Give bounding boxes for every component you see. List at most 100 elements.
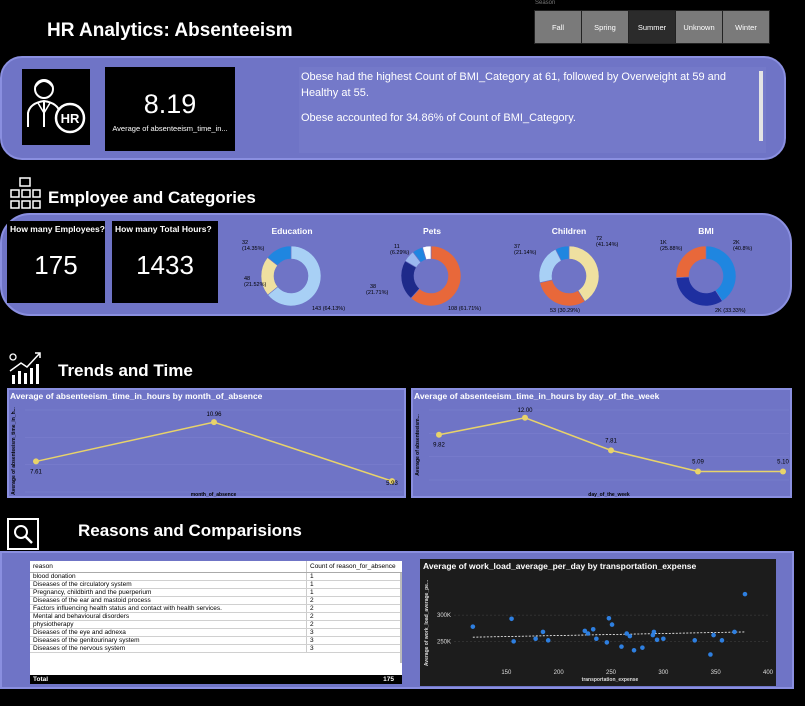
table-row[interactable]: Diseases of the circulatory system 1 (30, 581, 402, 589)
data-point-1[interactable] (522, 414, 528, 421)
data-label-1: 12.00 (517, 408, 533, 414)
scatter-point-14[interactable] (624, 631, 629, 636)
reason-table: reason Count of reason_for_absence blood… (30, 561, 402, 684)
scatter-point-25[interactable] (719, 638, 725, 643)
season-button-winter[interactable]: Winter (722, 10, 770, 44)
scatter-point-26[interactable] (732, 629, 737, 635)
trend-day-panel (411, 388, 792, 498)
trend-month-panel (7, 388, 406, 498)
table-row[interactable]: Factors influencing health status and co… (30, 605, 402, 613)
pets-label-0: 108 (61.71%) (448, 306, 481, 312)
children-slice-1[interactable] (539, 279, 586, 307)
scatter-point-24[interactable] (711, 632, 716, 638)
table-row[interactable]: physiotherapy 2 (30, 621, 402, 629)
reason-cell: Factors influencing health status and co… (33, 605, 222, 612)
smart-narrative: Obese had the highest Count of BMI_Categ… (299, 67, 766, 153)
hours-label: How many Total Hours? (115, 224, 212, 234)
bmi-slice-1[interactable] (675, 276, 723, 307)
scatter-point-11[interactable] (606, 615, 612, 621)
y-tick-label: 300K (437, 613, 451, 619)
column-header-reason[interactable]: reason (33, 563, 53, 570)
data-point-1[interactable] (211, 419, 217, 426)
education-label-0: 143 (64.13%) (312, 306, 345, 312)
scatter-point-20[interactable] (654, 637, 660, 643)
month-line-chart: 7.61 10.96 5.93 month_of_absence Average of … (11, 407, 402, 498)
table-row[interactable]: Diseases of the eye and adnexa 3 (30, 629, 402, 637)
pets-label-1: 38 (21.71%) (366, 284, 388, 296)
season-button-fall[interactable]: Fall (534, 10, 582, 44)
scatter-point-22[interactable] (692, 638, 698, 643)
reason-cell: Diseases of the genitourinary system (33, 637, 140, 644)
education-slice-2[interactable] (267, 245, 292, 266)
scatter-point-19[interactable] (651, 629, 657, 635)
reason-cell: Diseases of the eye and adnexa (33, 629, 126, 636)
scatter-point-23[interactable] (708, 652, 713, 657)
scatter-point-8[interactable] (590, 627, 596, 632)
season-button-spring[interactable]: Spring (581, 10, 629, 44)
column-header-count[interactable]: Count of reason_for_absence (306, 561, 398, 572)
table-row[interactable]: blood donation 1 (30, 573, 402, 581)
count-cell: 3 (306, 629, 398, 636)
scatter-point-10[interactable] (604, 640, 610, 645)
scatter-point-2[interactable] (511, 639, 516, 644)
scatter-point-21[interactable] (661, 636, 666, 642)
data-label-2: 5.93 (386, 481, 398, 487)
education-slice-0[interactable] (267, 245, 322, 307)
scatter-point-4[interactable] (540, 629, 546, 635)
category-donut-charts: 143 (64.13%) 48 (21.52%) 32 (14.35%) 108 (61.… (242, 236, 752, 314)
scatter-chart-card: Average of work_load_average_per_day by … (420, 559, 776, 686)
data-point-4[interactable] (780, 468, 786, 475)
data-label-4: 5.10 (777, 459, 789, 465)
data-point-2[interactable] (389, 478, 395, 485)
reason-cell: physiotherapy (33, 621, 74, 628)
scatter-point-3[interactable] (533, 636, 538, 642)
bmi-label-2: 1K (25.88%) (660, 240, 682, 252)
table-scrollbar[interactable] (400, 573, 402, 663)
scatter-point-7[interactable] (585, 631, 591, 636)
scatter-point-9[interactable] (594, 636, 599, 642)
table-row[interactable]: Pregnancy, childbirth and the puerperium… (30, 589, 402, 597)
insight-text-1: Obese had the highest Count of BMI_Categ… (301, 71, 726, 99)
count-cell: 2 (306, 597, 398, 604)
season-filter: Fall Spring Summer Unknown Winter (534, 10, 770, 44)
season-filter-label: Season (535, 0, 556, 6)
scatter-point-27[interactable] (742, 591, 748, 597)
data-label-2: 7.81 (605, 438, 617, 444)
table-row[interactable]: Diseases of the ear and mastoid process 2 (30, 597, 402, 605)
table-row[interactable]: Diseases of the nervous system 3 (30, 645, 402, 653)
data-point-2[interactable] (608, 447, 614, 454)
bmi-title: BMI (698, 226, 714, 236)
pets-slice-4[interactable] (422, 245, 432, 261)
scatter-point-6[interactable] (582, 628, 588, 634)
scatter-point-1[interactable] (509, 616, 514, 622)
reason-cell: Diseases of the nervous system (33, 645, 126, 652)
scatter-point-12[interactable] (609, 622, 615, 627)
scatter-point-13[interactable] (619, 644, 624, 649)
table-row[interactable]: Mental and behavioural disorders 2 (30, 613, 402, 621)
y-tick-label: 250K (437, 639, 451, 645)
scatter-point-0[interactable] (470, 624, 476, 629)
season-button-summer[interactable]: Summer (628, 10, 676, 44)
children-slice-3[interactable] (555, 245, 570, 262)
insight-text-2: Obese accounted for 34.86% of Count of B… (301, 112, 576, 124)
x-axis-label: month_of_absence (191, 492, 237, 498)
table-row[interactable]: Diseases of the genitourinary system 3 (30, 637, 402, 645)
avg-absenteeism-card: 8.19 Average of absenteeism_time_in... (105, 67, 235, 151)
scatter-point-17[interactable] (640, 645, 645, 650)
table-header: reason Count of reason_for_absence (30, 561, 402, 573)
hours-card: How many Total Hours? 1433 (112, 221, 218, 303)
data-point-3[interactable] (695, 468, 701, 475)
data-point-0[interactable] (33, 458, 39, 465)
data-point-0[interactable] (436, 431, 442, 438)
count-cell: 1 (306, 589, 398, 596)
scatter-point-16[interactable] (631, 648, 637, 653)
scatter-point-5[interactable] (545, 638, 551, 643)
trend-chart-icon (7, 349, 45, 386)
bmi-slice-2[interactable] (675, 245, 707, 278)
insight-scrollbar[interactable] (759, 71, 763, 141)
scatter-point-15[interactable] (627, 633, 633, 639)
pets-slice-0[interactable] (410, 245, 462, 307)
day-line-chart: 9.82 12.00 7.81 5.09 5.10 day_of_the_week Aver… (415, 408, 789, 498)
employees-value: 175 (34, 250, 78, 280)
season-button-unknown[interactable]: Unknown (675, 10, 723, 44)
